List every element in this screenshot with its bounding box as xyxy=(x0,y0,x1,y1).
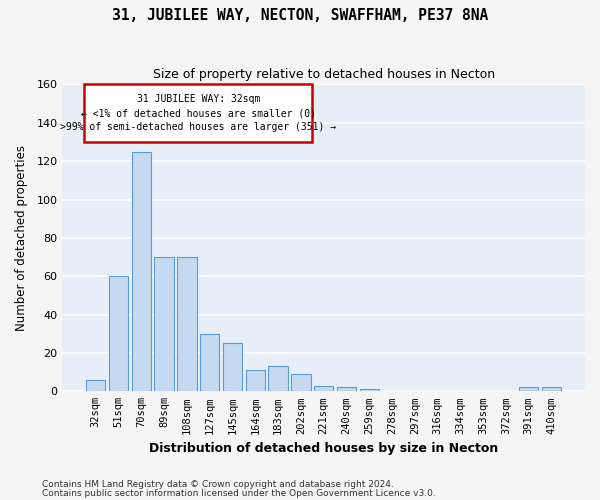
Bar xyxy=(291,374,311,392)
Bar xyxy=(177,257,197,392)
Text: 31, JUBILEE WAY, NECTON, SWAFFHAM, PE37 8NA: 31, JUBILEE WAY, NECTON, SWAFFHAM, PE37 … xyxy=(112,8,488,22)
X-axis label: Distribution of detached houses by size in Necton: Distribution of detached houses by size … xyxy=(149,442,498,455)
Bar xyxy=(86,380,106,392)
Bar xyxy=(359,390,379,392)
Bar xyxy=(245,370,265,392)
Text: Contains public sector information licensed under the Open Government Licence v3: Contains public sector information licen… xyxy=(42,488,436,498)
Y-axis label: Number of detached properties: Number of detached properties xyxy=(15,145,28,331)
Bar xyxy=(154,257,174,392)
Bar xyxy=(314,386,334,392)
Bar xyxy=(337,388,356,392)
Bar xyxy=(542,388,561,392)
Text: Contains HM Land Registry data © Crown copyright and database right 2024.: Contains HM Land Registry data © Crown c… xyxy=(42,480,394,489)
Bar xyxy=(519,388,538,392)
Bar xyxy=(131,152,151,392)
Text: 31 JUBILEE WAY: 32sqm
← <1% of detached houses are smaller (0)
>99% of semi-deta: 31 JUBILEE WAY: 32sqm ← <1% of detached … xyxy=(60,94,337,132)
Bar xyxy=(85,84,312,142)
Bar xyxy=(223,344,242,392)
Title: Size of property relative to detached houses in Necton: Size of property relative to detached ho… xyxy=(152,68,495,80)
Bar xyxy=(268,366,288,392)
Bar xyxy=(200,334,220,392)
Bar xyxy=(109,276,128,392)
